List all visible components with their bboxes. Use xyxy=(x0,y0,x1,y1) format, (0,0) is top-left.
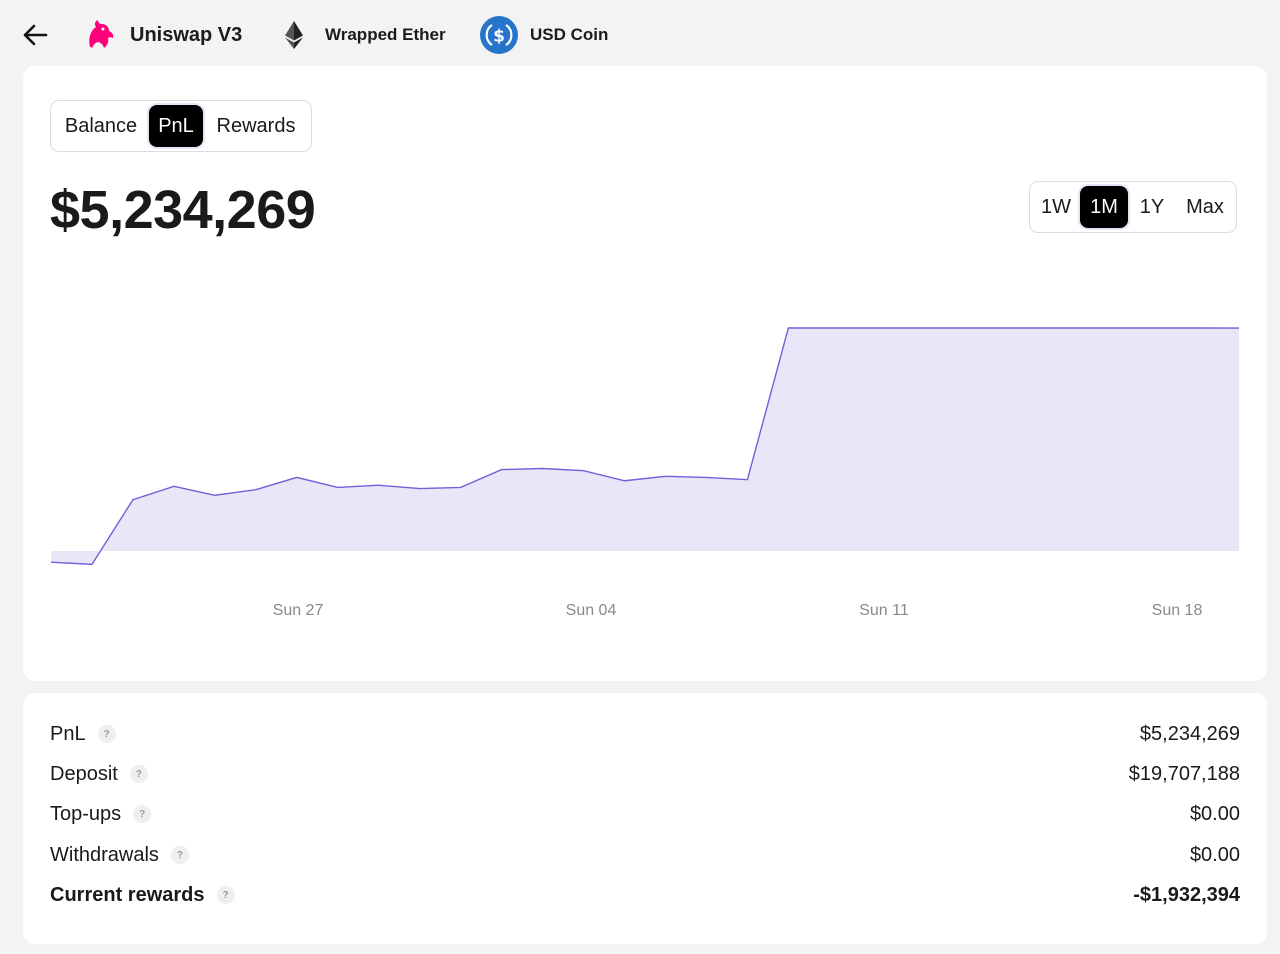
stat-row-top-ups: Top-ups ? $0.00 xyxy=(50,799,1240,829)
token-label: USD Coin xyxy=(530,25,609,44)
stat-row-pnl: PnL ? $5,234,269 xyxy=(50,719,1240,749)
range-max-button[interactable]: Max xyxy=(1186,195,1224,218)
x-tick-label: Sun 11 xyxy=(859,602,909,619)
view-tabs: Balance PnL Rewards xyxy=(50,100,312,152)
help-icon[interactable]: ? xyxy=(129,765,148,783)
help-icon[interactable]: ? xyxy=(170,846,189,864)
svg-text:$: $ xyxy=(493,27,505,47)
stats-card: PnL ? $5,234,269 Deposit ? $19,707,188 T… xyxy=(23,693,1267,944)
stat-label: Top-ups xyxy=(50,802,122,825)
tab-rewards[interactable]: Rewards xyxy=(216,114,296,137)
x-tick-label: Sun 18 xyxy=(1152,602,1203,619)
help-icon[interactable]: ? xyxy=(97,725,116,743)
stat-row-deposit: Deposit ? $19,707,188 xyxy=(50,759,1240,789)
ethereum-icon xyxy=(285,21,303,49)
stat-value: $5,234,269 xyxy=(1139,722,1240,745)
chart-card: Balance PnL Rewards $5,234,269 1W 1M 1Y … xyxy=(23,66,1267,681)
chart-series-line xyxy=(50,327,1240,566)
token-usd-coin[interactable]: $ USD Coin xyxy=(480,16,608,54)
range-1w-button[interactable]: 1W xyxy=(1041,195,1071,218)
stat-row-current-rewards: Current rewards ? -$1,932,394 xyxy=(50,880,1240,910)
token-wrapped-ether[interactable]: Wrapped Ether xyxy=(281,16,446,54)
stat-label: Current rewards xyxy=(50,883,205,906)
token-uniswap-v3[interactable]: Uniswap V3 xyxy=(82,16,242,54)
stat-label: Deposit xyxy=(50,762,118,785)
headline-value: $5,234,269 xyxy=(50,180,316,240)
top-bar: Uniswap V3 Wrapped Ether $ USD Coin xyxy=(0,0,1280,66)
range-tabs: 1W 1M 1Y Max xyxy=(1029,181,1237,233)
stat-label: PnL xyxy=(50,722,86,745)
stat-value: $19,707,188 xyxy=(1128,762,1240,785)
uniswap-unicorn-icon xyxy=(89,20,114,49)
stat-label: Withdrawals xyxy=(50,843,159,866)
pnl-chart: Sun 27 Sun 04 Sun 11 Sun 18 xyxy=(50,327,1240,619)
token-label: Uniswap V3 xyxy=(130,23,243,46)
help-icon[interactable]: ? xyxy=(133,805,152,823)
tab-pnl[interactable]: PnL xyxy=(149,105,203,147)
chart-area-fill xyxy=(51,328,1239,565)
stat-value: $0.00 xyxy=(1189,802,1240,825)
token-label: Wrapped Ether xyxy=(325,25,446,44)
x-tick-label: Sun 04 xyxy=(566,602,617,619)
help-icon[interactable]: ? xyxy=(216,886,235,904)
arrow-left-icon xyxy=(23,24,48,46)
range-1y-button[interactable]: 1Y xyxy=(1139,195,1165,218)
usdc-icon: $ xyxy=(480,16,518,54)
tab-balance[interactable]: Balance xyxy=(64,114,138,137)
stat-value: $0.00 xyxy=(1189,843,1240,866)
range-1m-button[interactable]: 1M xyxy=(1080,186,1128,228)
stat-value: -$1,932,394 xyxy=(1133,883,1240,906)
back-button[interactable] xyxy=(20,20,50,50)
stat-row-withdrawals: Withdrawals ? $0.00 xyxy=(50,840,1240,870)
x-tick-label: Sun 27 xyxy=(273,602,324,619)
